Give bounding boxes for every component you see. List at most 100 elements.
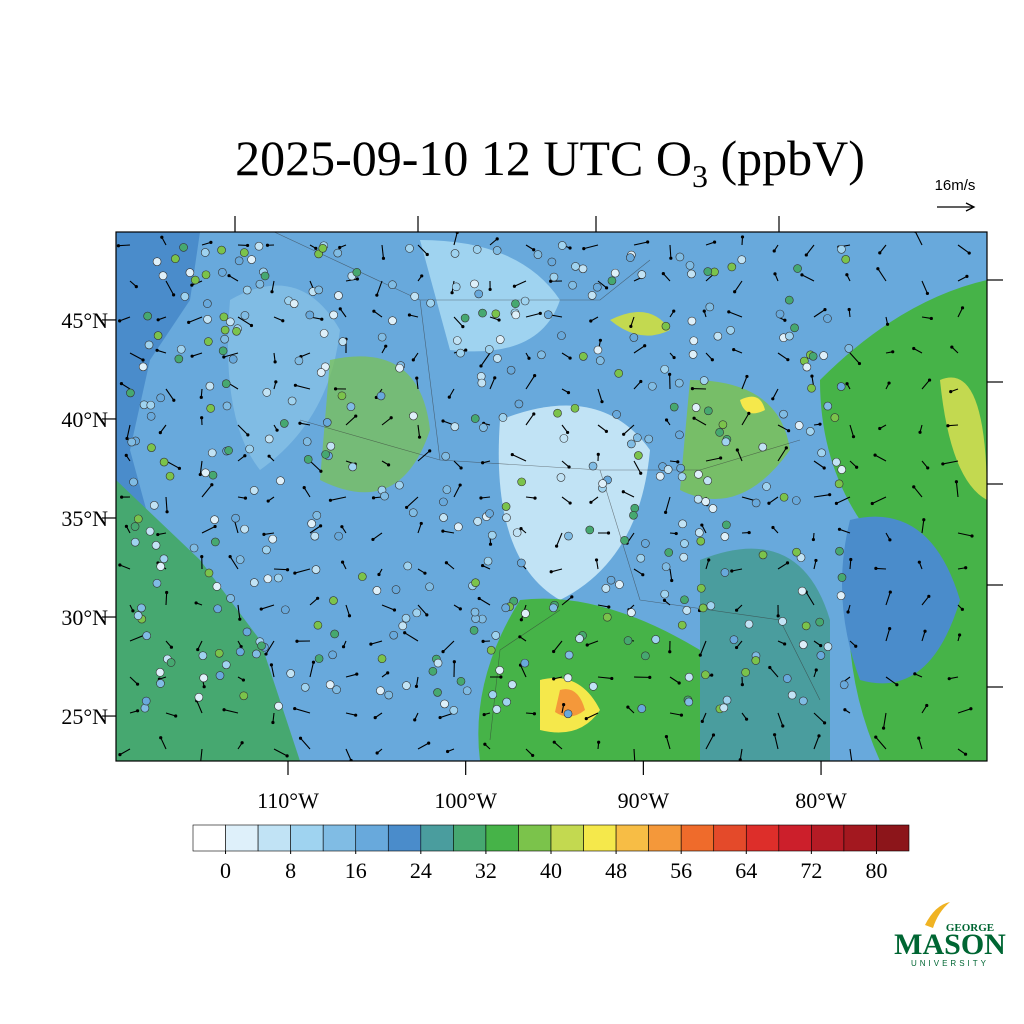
- station: [660, 364, 669, 374]
- station: [512, 528, 522, 537]
- station: [274, 701, 283, 711]
- wind-arrow: [512, 454, 527, 462]
- wind-arrow-head: [772, 733, 777, 737]
- wind-arrow-head: [854, 644, 858, 648]
- wind-arrow: [345, 748, 352, 761]
- station: [314, 654, 324, 663]
- station: [517, 477, 526, 487]
- wind-arrow-head: [874, 566, 878, 570]
- station: [204, 337, 213, 346]
- wind-arrow-head: [120, 495, 124, 499]
- wind-arrow-head: [562, 703, 566, 707]
- wind-arrow-head: [964, 566, 968, 570]
- station: [801, 621, 811, 631]
- wind-arrow-head: [677, 681, 681, 685]
- wind-arrow-head: [262, 532, 266, 537]
- wind-arrow-head: [483, 742, 487, 746]
- wind-arrow-head: [384, 344, 388, 348]
- wind-arrow-head: [917, 560, 921, 564]
- colorbar-box: [453, 824, 487, 852]
- station: [610, 268, 620, 278]
- wind-arrow: [921, 519, 925, 534]
- wind-arrow: [453, 232, 458, 246]
- wind-arrow-head: [293, 571, 297, 575]
- wind-arrow-head: [888, 627, 892, 631]
- wind-arrow: [739, 748, 743, 760]
- station: [159, 554, 169, 564]
- wind-arrow: [551, 568, 563, 573]
- station: [462, 686, 472, 696]
- wind-arrow: [553, 741, 563, 750]
- wind-arrow-head: [960, 306, 965, 310]
- wind-arrow-head: [963, 752, 968, 756]
- map-frame: [115, 231, 988, 762]
- station: [151, 541, 161, 550]
- station: [348, 462, 357, 472]
- wind-arrow-head: [285, 568, 290, 572]
- wind-arrow-head: [446, 749, 450, 754]
- station: [593, 282, 602, 292]
- station: [300, 683, 310, 692]
- station: [568, 280, 577, 290]
- station: [346, 402, 356, 412]
- university-logo: GEORGE MASON UNIVERSITY: [894, 902, 1006, 968]
- wind-arrow: [561, 496, 571, 504]
- wind-arrow-head: [710, 673, 714, 677]
- wind-arrow: [734, 280, 743, 293]
- station: [268, 534, 278, 544]
- wind-arrow: [381, 244, 384, 259]
- station: [254, 241, 264, 251]
- wind-arrow: [921, 595, 930, 606]
- station: [593, 345, 603, 355]
- station: [470, 414, 480, 423]
- wind-arrow: [129, 352, 144, 361]
- station: [601, 584, 611, 593]
- wind-arrow-head: [648, 675, 652, 679]
- colorbar-label: 64: [735, 858, 757, 883]
- wind-arrow-head: [845, 382, 849, 386]
- station: [224, 446, 233, 455]
- station: [126, 388, 135, 398]
- wind-arrow-head: [124, 453, 128, 457]
- wind-arrow: [805, 591, 815, 606]
- station: [797, 586, 807, 596]
- wind-arrow-head: [912, 346, 916, 351]
- wind-arrow-head: [730, 569, 734, 573]
- station: [286, 669, 295, 678]
- station: [152, 257, 162, 266]
- station: [391, 585, 401, 594]
- station: [701, 497, 710, 506]
- station: [779, 409, 788, 419]
- station: [352, 268, 362, 277]
- wind-arrow-head: [604, 286, 609, 290]
- station: [198, 651, 208, 660]
- station: [334, 291, 343, 300]
- wind-arrow: [877, 268, 887, 282]
- colorbar-box: [811, 824, 845, 852]
- wind-arrow-head: [639, 379, 643, 384]
- wind-arrow: [777, 712, 784, 727]
- colorbar-label: 16: [345, 858, 367, 883]
- station: [441, 451, 451, 461]
- station: [674, 378, 684, 388]
- wind-arrow-head: [333, 387, 338, 391]
- station: [451, 282, 461, 292]
- wind-arrow: [553, 640, 563, 652]
- wind-arrow-head: [354, 414, 358, 418]
- colorbar-box: [420, 824, 454, 852]
- station: [127, 437, 137, 447]
- station: [706, 601, 716, 611]
- station: [793, 264, 802, 273]
- wind-arrow-head: [566, 391, 571, 395]
- station: [318, 244, 328, 253]
- station: [180, 292, 190, 301]
- wind-arrow-head: [773, 272, 777, 276]
- station: [409, 411, 418, 421]
- wind-arrow-head: [316, 596, 320, 600]
- station: [492, 246, 502, 255]
- wind-arrow: [772, 388, 779, 400]
- colorbar-label: 32: [475, 858, 497, 883]
- station: [823, 401, 833, 411]
- station: [837, 244, 846, 254]
- station: [201, 468, 210, 478]
